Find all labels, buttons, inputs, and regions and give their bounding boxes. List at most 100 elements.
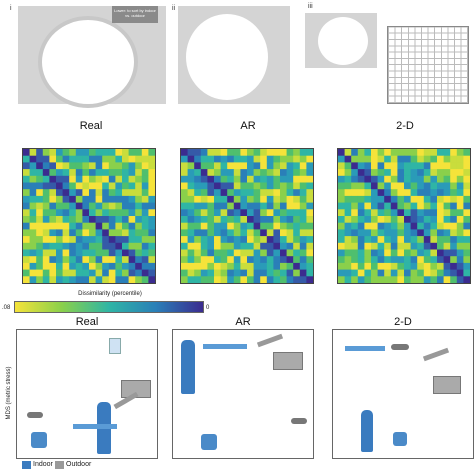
heatmap-cell xyxy=(286,216,294,224)
heatmap-cell xyxy=(404,189,411,197)
heatmap-cell xyxy=(357,242,365,250)
heatmap-cell xyxy=(247,249,254,257)
heatmap-cell xyxy=(108,155,116,163)
heatmap-cell xyxy=(194,236,202,244)
heatmap-cell xyxy=(384,256,392,264)
heatmap-cell xyxy=(293,202,301,210)
heatmap-cell xyxy=(417,189,425,197)
heatmap-cell xyxy=(194,169,202,177)
heatmap-cell xyxy=(141,236,149,244)
heatmap-cell xyxy=(410,242,418,250)
heatmap-cell xyxy=(36,269,44,277)
heatmap-cell xyxy=(89,189,96,197)
heatmap-cell xyxy=(23,256,30,264)
heatmap-cell xyxy=(247,262,254,270)
heatmap-cell xyxy=(463,175,470,183)
heatmap-cell xyxy=(29,242,37,250)
heatmap-cell xyxy=(443,249,451,257)
heatmap-cell xyxy=(266,189,274,197)
heatmap-cell xyxy=(357,209,365,217)
heatmap-cell xyxy=(29,202,37,210)
heatmap-cell xyxy=(273,222,281,230)
heatmap-cell xyxy=(410,149,418,157)
heatmap-cell xyxy=(207,249,215,257)
heatmap-cell xyxy=(397,209,405,217)
heatmap-cell xyxy=(417,276,425,283)
heatmap-cell xyxy=(181,249,188,257)
heatmap-cell xyxy=(299,155,307,163)
heatmap-cell xyxy=(233,155,241,163)
heatmap-cell xyxy=(280,216,287,224)
heatmap-cell xyxy=(463,202,470,210)
heatmap-cell xyxy=(122,216,129,224)
heatmap-cell xyxy=(293,175,301,183)
heatmap-cell xyxy=(377,256,385,264)
heatmap-cell xyxy=(299,195,307,203)
heatmap-cell xyxy=(410,222,418,230)
heatmap-cell xyxy=(187,256,195,264)
heatmap-cell xyxy=(443,242,451,250)
heatmap-cell xyxy=(286,236,294,244)
heatmap-cell xyxy=(115,169,123,177)
heatmap-cell xyxy=(23,175,30,183)
heatmap-cell xyxy=(56,262,63,270)
heatmap-cell xyxy=(82,216,90,224)
heatmap-cell xyxy=(338,236,345,244)
heatmap-cell xyxy=(29,162,37,170)
heatmap-cell xyxy=(82,189,90,197)
heatmap-cell xyxy=(306,209,313,217)
heatmap-cell xyxy=(430,155,438,163)
heatmap-cell xyxy=(266,262,274,270)
heatmap-cell xyxy=(102,242,110,250)
heatmap-cell xyxy=(450,222,458,230)
heatmap-cell xyxy=(194,175,202,183)
heatmap-cell xyxy=(371,182,378,190)
heatmap-cell xyxy=(299,202,307,210)
heatmap-cell xyxy=(102,202,110,210)
heatmap-cell xyxy=(122,202,129,210)
heatmap-cell xyxy=(75,175,83,183)
heatmap-cell xyxy=(115,276,123,283)
heatmap-cell xyxy=(148,242,155,250)
heatmap-cell xyxy=(384,236,392,244)
heatmap-cell xyxy=(49,202,57,210)
heatmap-cell xyxy=(214,222,221,230)
heatmap-cell xyxy=(181,195,188,203)
heatmap-cell xyxy=(135,216,143,224)
heatmap-cell xyxy=(437,262,444,270)
heatmap-cell xyxy=(82,162,90,170)
heatmap-cell xyxy=(141,195,149,203)
heatmap-cell xyxy=(89,242,96,250)
heatmap-cell xyxy=(417,269,425,277)
heatmap-cell xyxy=(69,276,77,283)
heatmap-cell xyxy=(357,276,365,283)
heatmap-cell xyxy=(338,182,345,190)
heatmap-cell xyxy=(214,249,221,257)
heatmap-cell xyxy=(450,182,458,190)
heatmap-cell xyxy=(280,202,287,210)
heatmap-cell xyxy=(423,209,431,217)
heatmap-cell xyxy=(456,249,464,257)
heatmap-cell xyxy=(214,195,221,203)
heatmap-cell xyxy=(42,175,50,183)
heatmap-cell xyxy=(108,175,116,183)
sunglasses-icon xyxy=(291,418,307,424)
heatmap-cell xyxy=(410,216,418,224)
heatmap-cell xyxy=(299,162,307,170)
heatmap-cell xyxy=(286,229,294,237)
heatmap-cell xyxy=(397,276,405,283)
heatmap-cell xyxy=(128,189,136,197)
heatmap-cell xyxy=(122,155,129,163)
heatmap-cell xyxy=(338,262,345,270)
heatmap-cell xyxy=(357,262,365,270)
heatmap-cell xyxy=(36,216,44,224)
heatmap-cell xyxy=(357,169,365,177)
heatmap-cell xyxy=(364,189,372,197)
heatmap-cell xyxy=(437,169,444,177)
heatmap-cell xyxy=(260,209,268,217)
heatmap-cell xyxy=(456,175,464,183)
heatmap-cell xyxy=(299,276,307,283)
heatmap-cell xyxy=(56,175,63,183)
heatmap-cell xyxy=(417,236,425,244)
heatmap-cell xyxy=(89,236,96,244)
